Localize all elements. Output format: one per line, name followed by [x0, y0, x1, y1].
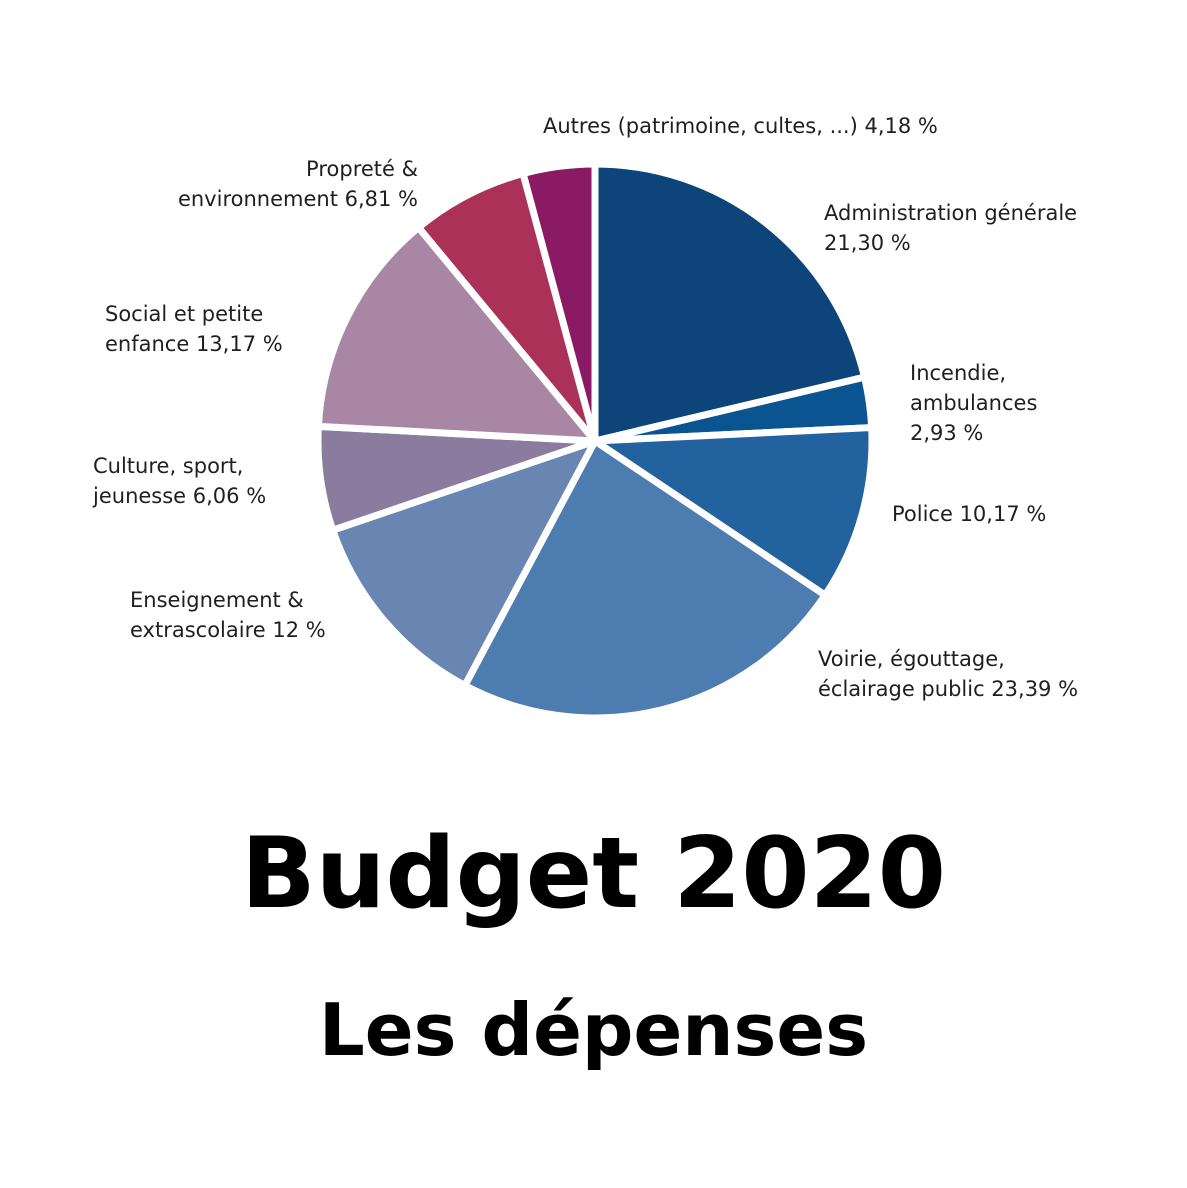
pie-chart: Administration générale 21,30 % Incendie, a…: [92, 114, 1079, 722]
slice-label-line: Voirie, égouttage,: [818, 647, 1005, 671]
slice-label: Autres (patrimoine, cultes, ...) 4,18 %: [543, 114, 938, 138]
slice-label-line: Social et petite: [105, 302, 263, 326]
slice-label: Enseignement & extrascolaire 12 %: [130, 588, 326, 642]
slice-label-line: ambulances: [910, 391, 1037, 415]
chart-title: Budget 2020: [241, 817, 946, 931]
slice-label-line: 21,30 %: [824, 231, 911, 255]
pie-slice: [314, 223, 599, 445]
slice-label-line: environnement 6,81 %: [178, 187, 418, 211]
slice-label-line: 2,93 %: [910, 421, 983, 445]
chart-subtitle: Les dépenses: [318, 988, 869, 1072]
pie-slice: [461, 437, 829, 722]
slice-label: Police 10,17 %: [892, 502, 1046, 526]
pie-slice: [591, 424, 876, 599]
slice-label: Propreté & environnement 6,81 %: [178, 157, 418, 211]
pie-slice: [591, 160, 869, 445]
slice-label-line: Administration générale: [824, 201, 1077, 225]
slice-label: Incendie, ambulances 2,93 %: [910, 361, 1037, 445]
slice-label-line: enfance 13,17 %: [105, 332, 283, 356]
slice-label: Voirie, égouttage, éclairage public 23,39…: [818, 647, 1078, 701]
slice-label-line: Police 10,17 %: [892, 502, 1046, 526]
pie-slice: [519, 160, 599, 445]
slice-label: Social et petite enfance 13,17 %: [105, 302, 283, 356]
pie-labels: Administration générale 21,30 % Incendie, a…: [92, 114, 1078, 701]
slice-label-line: éclairage public 23,39 %: [818, 677, 1078, 701]
slice-label-line: Incendie,: [910, 361, 1006, 385]
slice-label-line: Autres (patrimoine, cultes, ...) 4,18 %: [543, 114, 938, 138]
pie-slices: [314, 160, 876, 722]
slice-label: Administration générale 21,30 %: [824, 201, 1077, 255]
slice-label-line: extrascolaire 12 %: [130, 618, 326, 642]
slice-label-line: jeunesse 6,06 %: [92, 484, 266, 508]
slice-label-line: Enseignement &: [130, 588, 304, 612]
pie-slice: [329, 437, 599, 690]
slice-label-line: Culture, sport,: [93, 454, 243, 478]
slice-label: Culture, sport, jeunesse 6,06 %: [92, 454, 266, 508]
slice-label-line: Propreté &: [306, 157, 418, 181]
